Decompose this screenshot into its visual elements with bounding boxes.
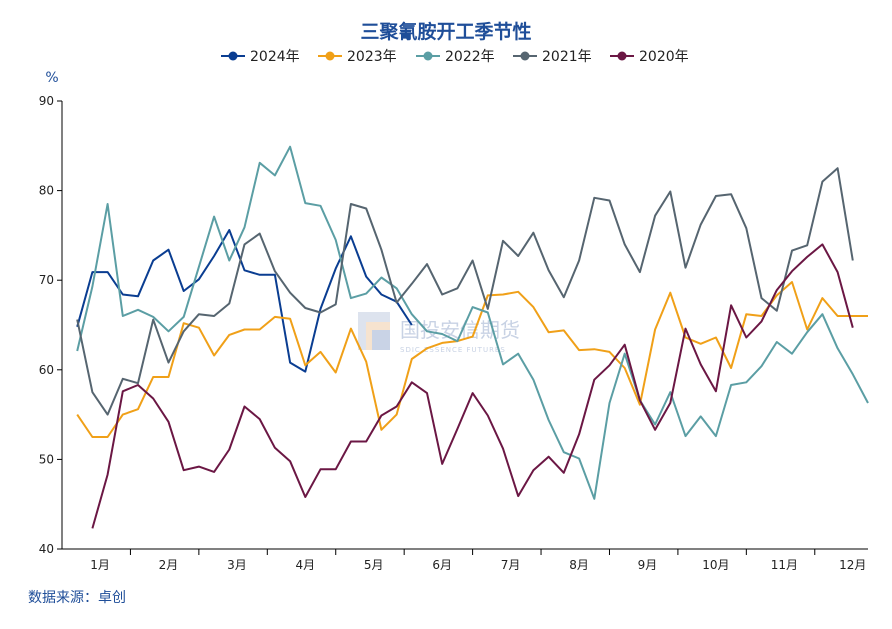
y-axis-unit: %	[45, 70, 58, 86]
legend-marker-icon	[520, 51, 530, 61]
legend-marker-icon	[325, 51, 335, 61]
legend-item: 2020年	[610, 49, 689, 65]
legend-label: 2023年	[347, 49, 397, 65]
y-tick-label: 60	[39, 363, 54, 377]
x-tick-label: 2月	[159, 558, 179, 572]
series-lines	[76, 145, 869, 529]
y-tick-label: 80	[39, 184, 54, 198]
legend-label: 2024年	[250, 49, 300, 65]
legend-label: 2021年	[542, 49, 592, 65]
series-line-2024年	[76, 229, 413, 373]
axes: 40 50 60 70 80 90 1月 2月 3月 4月 5月 6月 7月 8月 9月 10月 11月 12月	[39, 94, 868, 572]
x-tick-label: 11月	[771, 558, 798, 572]
legend-item: 2022年	[416, 49, 495, 65]
legend-marker-icon	[228, 51, 238, 61]
x-tick-label: 5月	[364, 558, 384, 572]
x-tick-label: 3月	[227, 558, 247, 572]
series-line-2022年	[76, 145, 869, 500]
series-line-2023年	[76, 281, 868, 438]
x-tick-label: 6月	[432, 558, 452, 572]
y-tick-label: 90	[39, 94, 54, 108]
y-tick-label: 50	[39, 452, 54, 466]
watermark-logo-icon	[358, 312, 390, 350]
x-tick-label: 4月	[296, 558, 316, 572]
legend-marker-icon	[423, 51, 433, 61]
series-line-2020年	[91, 243, 854, 529]
x-tick-label: 8月	[569, 558, 589, 572]
chart-title: 三聚氰胺开工季节性	[360, 20, 531, 43]
x-tick-label: 1月	[90, 558, 110, 572]
legend-label: 2020年	[639, 49, 689, 65]
legend-item: 2021年	[513, 49, 592, 65]
watermark-sub: SDIC ESSENCE FUTURES	[400, 346, 506, 354]
x-tick-label: 7月	[501, 558, 521, 572]
x-tick-label: 10月	[702, 558, 729, 572]
y-tick-label: 40	[39, 542, 54, 556]
x-tick-label: 12月	[839, 558, 866, 572]
y-tick-label: 70	[39, 273, 54, 287]
legend-label: 2022年	[445, 49, 495, 65]
legend: 2024年 2023年 2022年 2021年 2020年	[221, 49, 689, 65]
legend-item: 2023年	[318, 49, 397, 65]
legend-marker-icon	[617, 51, 627, 61]
x-tick-label: 9月	[638, 558, 658, 572]
legend-item: 2024年	[221, 49, 300, 65]
source-label: 数据来源：卓创	[28, 590, 126, 606]
series-line-2021年	[76, 167, 854, 416]
